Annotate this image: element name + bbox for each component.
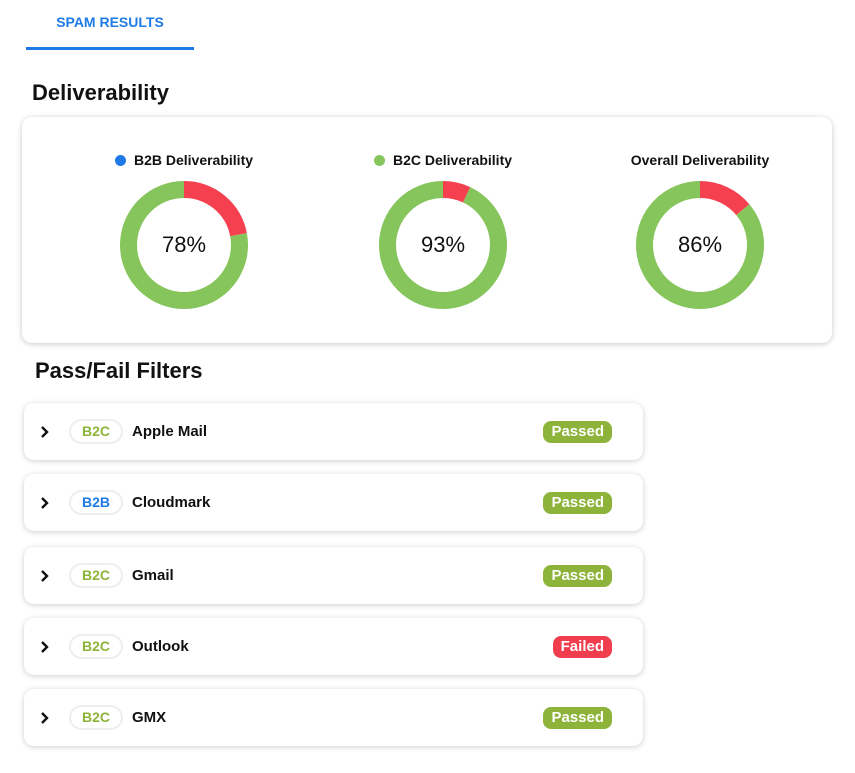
status-badge: Failed xyxy=(552,636,612,658)
percent-label: 86% xyxy=(677,232,723,257)
segment-tag: B2B xyxy=(69,490,123,515)
status-badge: Passed xyxy=(543,707,612,729)
filter-name: Outlook xyxy=(132,638,189,655)
pass-segment xyxy=(636,181,764,309)
chart-title: B2C Deliverability xyxy=(392,152,513,168)
status-badge: Passed xyxy=(543,492,612,514)
donut: 93% xyxy=(379,181,507,309)
chevron-right-icon[interactable] xyxy=(40,711,52,725)
pass-fail-heading: Pass/Fail Filters xyxy=(35,358,203,383)
pass-segment xyxy=(120,181,248,309)
chart-title: Overall Deliverability xyxy=(630,152,770,168)
segment-tag: B2C xyxy=(69,563,123,588)
chevron-right-icon[interactable] xyxy=(40,425,52,439)
b2b-deliverability-chart: B2B Deliverability 78% xyxy=(84,151,284,309)
donut-svg xyxy=(120,181,248,309)
segment-tag: B2C xyxy=(69,634,123,659)
segment-tag: B2C xyxy=(69,705,123,730)
filter-name: Cloudmark xyxy=(132,494,211,511)
pass-segment xyxy=(379,181,507,309)
filter-name: Gmail xyxy=(132,567,174,584)
status-badge: Passed xyxy=(543,421,612,443)
donut: 78% xyxy=(120,181,248,309)
filter-row[interactable]: B2C Apple Mail Passed xyxy=(24,403,643,460)
legend-dot-icon xyxy=(373,154,385,166)
chart-title: B2B Deliverability xyxy=(133,152,254,168)
overall-deliverability-chart: Overall Deliverability 86% xyxy=(600,151,800,309)
filter-row[interactable]: B2C Outlook Failed xyxy=(24,618,643,675)
chevron-right-icon[interactable] xyxy=(40,640,52,654)
segment-tag: B2C xyxy=(69,419,123,444)
percent-label: 78% xyxy=(161,232,207,257)
donut-svg xyxy=(379,181,507,309)
status-badge: Passed xyxy=(543,565,612,587)
chevron-right-icon[interactable] xyxy=(40,496,52,510)
filter-row[interactable]: B2B Cloudmark Passed xyxy=(24,474,643,531)
percent-label: 93% xyxy=(420,232,466,257)
legend-dot-icon xyxy=(114,154,126,166)
filter-row[interactable]: B2C GMX Passed xyxy=(24,689,643,746)
donut-svg xyxy=(636,181,764,309)
filter-row[interactable]: B2C Gmail Passed xyxy=(24,547,643,604)
deliverability-heading: Deliverability xyxy=(32,80,169,105)
deliverability-card: B2B Deliverability 78% B2C Deliverabilit… xyxy=(22,117,832,343)
chevron-right-icon[interactable] xyxy=(40,569,52,583)
donut: 86% xyxy=(636,181,764,309)
b2c-deliverability-chart: B2C Deliverability 93% xyxy=(343,151,543,309)
filter-name: GMX xyxy=(132,709,167,726)
tab-spam-results[interactable]: SPAM RESULTS xyxy=(26,0,194,50)
filter-name: Apple Mail xyxy=(132,423,208,440)
